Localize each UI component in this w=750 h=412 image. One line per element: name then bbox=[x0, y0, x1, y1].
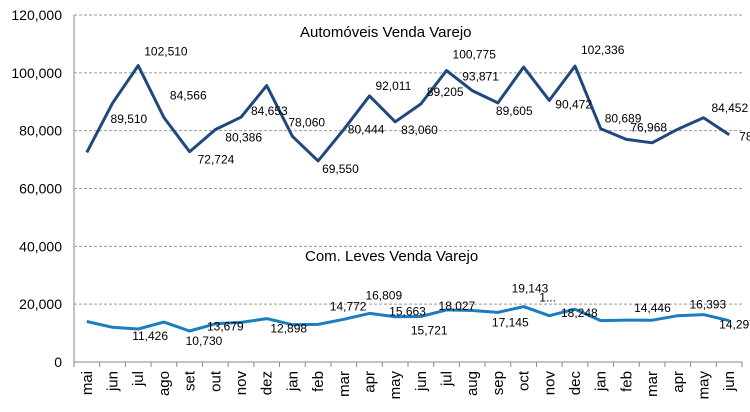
annotation-com-leves: Com. Leves Venda Varejo bbox=[305, 248, 478, 265]
y-tick-label: 80,000 bbox=[19, 123, 62, 139]
data-label: 90,472 bbox=[555, 97, 592, 111]
data-label: 13,679 bbox=[207, 319, 244, 333]
annotation-automoveis: Automóveis Venda Varejo bbox=[300, 24, 472, 41]
y-tick-label: 20,000 bbox=[19, 296, 62, 312]
data-label: 78,609 bbox=[739, 130, 750, 144]
x-tick-label: jun bbox=[413, 371, 430, 392]
x-tick-label: mai bbox=[79, 371, 96, 395]
x-tick-label: jan bbox=[284, 371, 301, 392]
data-label: 78,060 bbox=[288, 115, 325, 129]
x-tick-label: jun bbox=[721, 371, 738, 392]
data-label: 18,248 bbox=[561, 306, 598, 320]
x-tick-label: out bbox=[207, 370, 224, 392]
data-label: 1... bbox=[539, 291, 556, 305]
data-label: 84,452 bbox=[711, 101, 748, 115]
x-tick-label: jun bbox=[105, 371, 122, 392]
series-group bbox=[85, 64, 731, 333]
series-line-com-leves bbox=[86, 305, 730, 333]
data-label: 11,426 bbox=[132, 329, 168, 343]
data-label: 15,663 bbox=[389, 305, 426, 319]
data-label: 18,027 bbox=[439, 299, 476, 313]
data-label: 100,775 bbox=[453, 48, 497, 62]
x-axis: mai jun jul ago set out nov dez jan feb mar apr may j… bbox=[73, 361, 743, 400]
y-tick-label: 100,000 bbox=[11, 65, 62, 81]
y-tick-label: 60,000 bbox=[19, 181, 62, 197]
x-tick-label: dec bbox=[567, 371, 584, 396]
data-label: 80,444 bbox=[348, 122, 385, 136]
data-labels: 89,510102,51084,56672,72480,38684,65378,… bbox=[111, 43, 750, 348]
x-tick-label: mar bbox=[644, 371, 661, 397]
x-tick-label: aug bbox=[464, 371, 481, 396]
data-label: 80,386 bbox=[225, 131, 262, 145]
x-tick-label: mar bbox=[336, 371, 353, 397]
data-label: 89,605 bbox=[496, 104, 533, 118]
x-tick-label: set bbox=[182, 370, 199, 391]
data-label: 89,205 bbox=[427, 85, 464, 99]
data-label: 76,968 bbox=[630, 120, 667, 134]
data-label: 80,689 bbox=[605, 112, 642, 126]
grid-lines bbox=[74, 14, 742, 305]
data-label: 14,772 bbox=[330, 299, 367, 313]
x-tick-label: sep bbox=[490, 371, 507, 395]
data-label: 92,011 bbox=[375, 79, 411, 93]
x-tick-label: jul bbox=[439, 371, 456, 387]
data-label: 93,871 bbox=[462, 70, 499, 84]
series-line-automoveis bbox=[85, 64, 731, 163]
x-tick-label: apr bbox=[361, 371, 378, 393]
x-tick-label: ago bbox=[156, 371, 173, 396]
data-label: 17,145 bbox=[492, 315, 529, 329]
data-label: 72,724 bbox=[198, 153, 235, 167]
data-label: 14,297 bbox=[719, 318, 750, 332]
x-tick-label: jul bbox=[130, 371, 147, 387]
data-label: 102,510 bbox=[144, 45, 188, 59]
x-tick-label: feb bbox=[310, 371, 327, 392]
x-tick-label: dez bbox=[259, 371, 276, 395]
data-label: 69,550 bbox=[322, 162, 359, 176]
y-tick-label: 40,000 bbox=[19, 238, 62, 254]
x-tick-label: jan bbox=[593, 371, 610, 392]
y-axis: 0 20,000 40,000 60,000 80,000 100,000 120,000 bbox=[11, 7, 75, 370]
x-tick-label: feb bbox=[618, 371, 635, 392]
x-tick-label: may bbox=[695, 371, 712, 400]
data-label: 15,721 bbox=[411, 324, 448, 338]
x-tick-label: oct bbox=[516, 370, 533, 391]
x-tick-label: apr bbox=[670, 371, 687, 393]
data-label: 84,566 bbox=[170, 88, 207, 102]
y-tick-label: 0 bbox=[54, 354, 62, 370]
data-label: 16,809 bbox=[365, 288, 402, 302]
data-label: 14,446 bbox=[634, 301, 671, 315]
x-tick-label: nov bbox=[541, 371, 558, 396]
data-label: 19,143 bbox=[512, 282, 549, 296]
y-tick-label: 120,000 bbox=[11, 7, 62, 23]
data-label: 102,336 bbox=[581, 43, 625, 57]
data-label: 84,653 bbox=[251, 104, 288, 118]
data-label: 10,730 bbox=[186, 334, 223, 348]
x-tick-label: may bbox=[387, 371, 404, 400]
data-label: 83,060 bbox=[401, 123, 438, 137]
x-tick-label: nov bbox=[233, 371, 250, 396]
data-label: 16,393 bbox=[689, 298, 726, 312]
data-label: 89,510 bbox=[111, 112, 148, 126]
data-label: 12,898 bbox=[270, 322, 307, 336]
